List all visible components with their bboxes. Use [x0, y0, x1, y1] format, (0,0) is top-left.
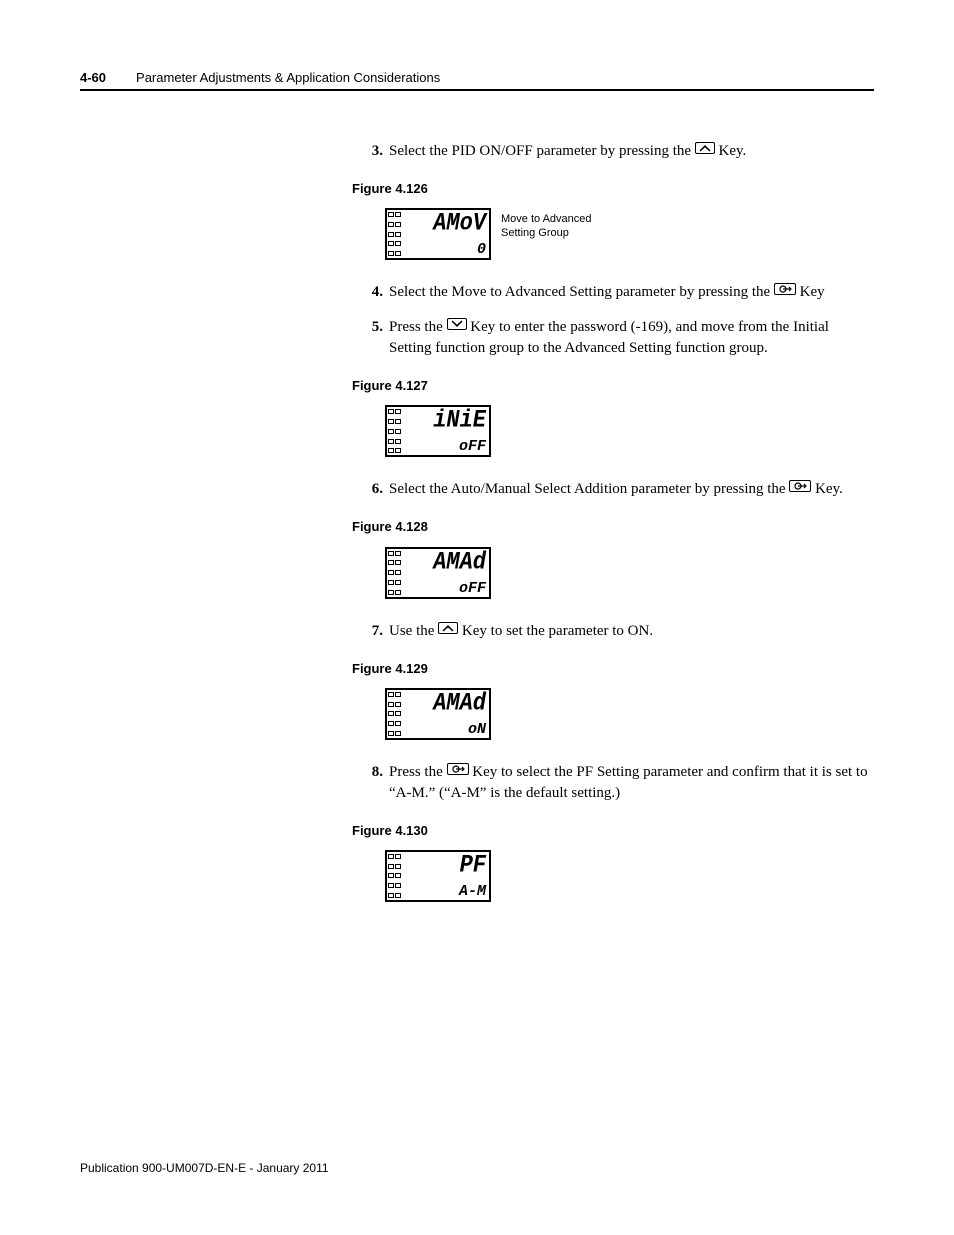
step-text: Select the Auto/Manual Select Addition p… — [389, 479, 875, 500]
step-number: 8. — [355, 762, 389, 804]
chapter-title: Parameter Adjustments & Application Cons… — [136, 70, 440, 85]
lcd-display: iNiE oFF — [385, 405, 491, 457]
figure-caption: Figure 4.129 — [352, 660, 875, 678]
display-bottom: oFF — [410, 439, 486, 454]
body-content: 3. Select the PID ON/OFF parameter by pr… — [355, 141, 875, 902]
text-after: Key — [796, 284, 825, 300]
step-5: 5. Press the Key to enter the password (… — [355, 317, 875, 359]
lcd-display: AMAd oFF — [385, 547, 491, 599]
display-top: AMoV — [410, 211, 486, 236]
display-top: AMAd — [410, 691, 486, 716]
display-bottom: 0 — [410, 242, 486, 257]
loop-key-icon — [789, 480, 811, 492]
page: 4-60 Parameter Adjustments & Application… — [0, 0, 954, 1235]
loop-key-icon — [774, 283, 796, 295]
figure-caption: Figure 4.127 — [352, 377, 875, 395]
display-top: AMAd — [410, 550, 486, 575]
indicator-column — [387, 407, 407, 455]
up-key-icon — [695, 142, 715, 154]
figure-128: AMAd oFF — [385, 547, 875, 599]
up-key-icon — [438, 622, 458, 634]
lcd-display: AMoV 0 — [385, 208, 491, 260]
publication-footer: Publication 900-UM007D-EN-E - January 20… — [80, 1161, 329, 1175]
figure-side-text: Move to Advanced Setting Group — [501, 208, 592, 241]
figure-130: PF A-M — [385, 850, 875, 902]
step-number: 6. — [355, 479, 389, 500]
step-3: 3. Select the PID ON/OFF parameter by pr… — [355, 141, 875, 162]
text-before: Select the Auto/Manual Select Addition p… — [389, 481, 789, 497]
step-number: 4. — [355, 282, 389, 303]
step-4: 4. Select the Move to Advanced Setting p… — [355, 282, 875, 303]
step-number: 3. — [355, 141, 389, 162]
figure-126: AMoV 0 Move to Advanced Setting Group — [385, 208, 875, 260]
display-bottom: A-M — [410, 884, 486, 899]
display-bottom: oFF — [410, 581, 486, 596]
step-text: Select the Move to Advanced Setting para… — [389, 282, 875, 303]
step-text: Press the Key to enter the password (-16… — [389, 317, 875, 359]
loop-key-icon — [447, 763, 469, 775]
lcd-display: AMAd oN — [385, 688, 491, 740]
indicator-column — [387, 549, 407, 597]
figure-127: iNiE oFF — [385, 405, 875, 457]
text-before: Use the — [389, 623, 438, 639]
step-8: 8. Press the Key to select the PF Settin… — [355, 762, 875, 804]
text-before: Press the — [389, 319, 447, 335]
step-number: 7. — [355, 621, 389, 642]
text-before: Press the — [389, 764, 447, 780]
header-rule — [80, 89, 874, 91]
text-before: Select the PID ON/OFF parameter by press… — [389, 143, 695, 159]
indicator-column — [387, 690, 407, 738]
down-key-icon — [447, 318, 467, 330]
indicator-column — [387, 852, 407, 900]
text-after: Key to set the parameter to ON. — [458, 623, 653, 639]
step-7: 7. Use the Key to set the parameter to O… — [355, 621, 875, 642]
text-before: Select the Move to Advanced Setting para… — [389, 284, 774, 300]
step-6: 6. Select the Auto/Manual Select Additio… — [355, 479, 875, 500]
text-after: Key. — [811, 481, 843, 497]
lcd-display: PF A-M — [385, 850, 491, 902]
side-line-2: Setting Group — [501, 226, 592, 240]
text-after: Key. — [715, 143, 747, 159]
step-text: Select the PID ON/OFF parameter by press… — [389, 141, 875, 162]
indicator-column — [387, 210, 407, 258]
step-number: 5. — [355, 317, 389, 359]
figure-caption: Figure 4.128 — [352, 518, 875, 536]
step-text: Press the Key to select the PF Setting p… — [389, 762, 875, 804]
side-line-1: Move to Advanced — [501, 212, 592, 226]
page-number: 4-60 — [80, 70, 106, 85]
figure-caption: Figure 4.126 — [352, 180, 875, 198]
running-header: 4-60 Parameter Adjustments & Application… — [80, 70, 874, 85]
display-bottom: oN — [410, 722, 486, 737]
figure-caption: Figure 4.130 — [352, 822, 875, 840]
step-text: Use the Key to set the parameter to ON. — [389, 621, 875, 642]
figure-129: AMAd oN — [385, 688, 875, 740]
display-top: PF — [410, 853, 486, 878]
display-top: iNiE — [410, 408, 486, 433]
